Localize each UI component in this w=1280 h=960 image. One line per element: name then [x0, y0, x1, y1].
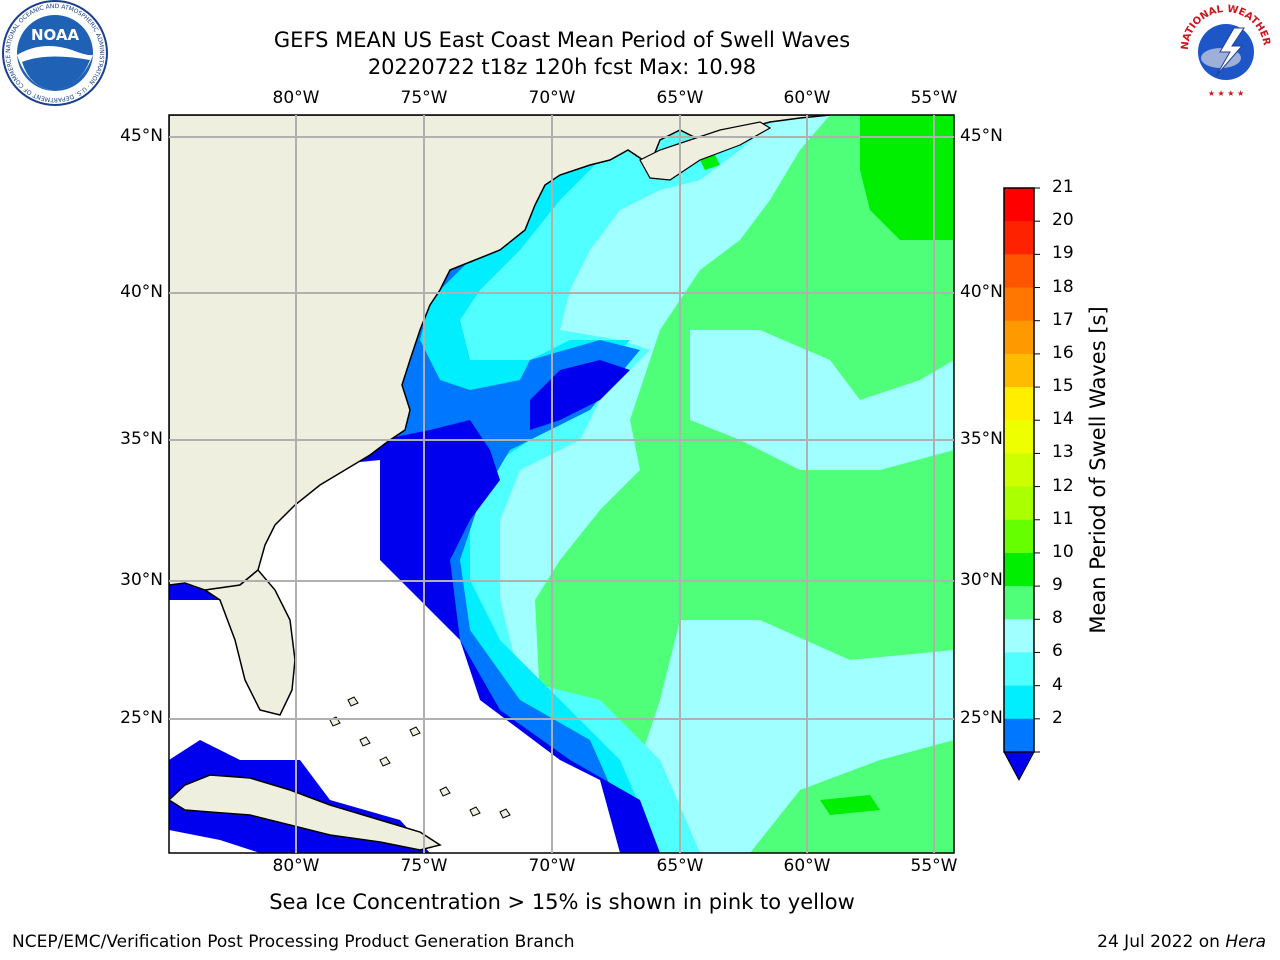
lat-tick-right: 40°N	[960, 282, 1003, 302]
land-cuba	[169, 774, 442, 851]
colorbar-label: 20	[1052, 210, 1074, 231]
colorbar-label: 18	[1052, 276, 1074, 297]
lon-tick-bottom: 60°W	[783, 856, 831, 876]
lon-tick-bottom: 75°W	[400, 856, 448, 876]
colorbar-extend-triangle	[1003, 751, 1035, 782]
no-data-cuba-south	[169, 830, 260, 853]
colorbar-label: 10	[1052, 541, 1074, 562]
colorbar-label: 4	[1052, 674, 1063, 695]
lat-tick-right: 45°N	[960, 126, 1003, 146]
colorbar-segment	[1004, 586, 1034, 620]
lon-tick-top: 70°W	[528, 88, 576, 108]
noaa-logo-text: NOAA	[31, 26, 80, 44]
colorbar-segment	[1004, 652, 1034, 687]
colorbar-segment	[1004, 254, 1034, 289]
colorbar-segment	[1004, 420, 1034, 454]
lat-tick-left: 30°N	[120, 570, 163, 590]
colorbar-segment	[1004, 519, 1034, 554]
colorbar-label: 2	[1052, 707, 1063, 728]
no-data-shallow-bahamas	[169, 460, 620, 853]
land-florida	[202, 568, 296, 716]
lon-tick-top: 55°W	[910, 88, 958, 108]
colorbar-segment	[1004, 387, 1034, 421]
colorbar-label: 12	[1052, 475, 1074, 496]
colorbar-label: 17	[1052, 309, 1074, 330]
lat-tick-left: 40°N	[120, 282, 163, 302]
lat-tick-left: 25°N	[120, 708, 163, 728]
land-bahamas-island	[347, 696, 359, 707]
lon-tick-bottom: 80°W	[272, 856, 320, 876]
swell-patch-10-11s-ne	[860, 115, 954, 240]
colorbar-segment	[1004, 353, 1034, 388]
land-bahamas-island	[359, 736, 371, 747]
colorbar-label: 8	[1052, 608, 1063, 629]
colorbar-frame	[1003, 187, 1035, 753]
colorbar-label: 6	[1052, 641, 1063, 662]
colorbar-segment	[1004, 718, 1034, 753]
land-bahamas-island	[469, 806, 481, 817]
colorbar-segment	[1004, 453, 1034, 488]
colorbar-label: 9	[1052, 575, 1063, 596]
colorbar-label: 16	[1052, 342, 1074, 363]
chart-subtitle: 20220722 t18z 120h fcst Max: 10.98	[367, 55, 757, 79]
sea-ice-note: Sea Ice Concentration > 15% is shown in …	[269, 890, 855, 914]
lon-tick-top: 65°W	[656, 88, 704, 108]
chart-title: GEFS MEAN US East Coast Mean Period of S…	[273, 28, 851, 52]
swell-patch-8-9s-north	[690, 330, 954, 470]
land-bahamas-island	[409, 726, 421, 737]
colorbar-segment	[1004, 685, 1034, 720]
lat-tick-right: 35°N	[960, 429, 1003, 449]
colorbar-label: 15	[1052, 376, 1074, 397]
colorbar-segment	[1004, 552, 1034, 587]
map-area	[169, 115, 954, 853]
lon-tick-top: 60°W	[783, 88, 831, 108]
lon-tick-bottom: 55°W	[910, 856, 958, 876]
map-frame	[168, 114, 955, 854]
colorbar-segment	[1004, 188, 1034, 222]
swell-patch-8-9s-south	[640, 620, 954, 853]
colorbar-segment	[1004, 287, 1034, 322]
footer-date-text: 24 Jul 2022 on	[1097, 932, 1220, 952]
lat-tick-right: 30°N	[960, 570, 1003, 590]
land-bahamas-island	[439, 786, 451, 797]
footer-machine: Hera	[1225, 932, 1266, 952]
land-bahamas-island	[499, 808, 511, 819]
colorbar-segment	[1004, 221, 1034, 255]
nws-logo: NATIONAL WEATHER SERVICE ★ ★ ★ ★	[1176, 0, 1274, 98]
colorbar-segment	[1004, 320, 1034, 355]
lon-tick-top: 80°W	[272, 88, 320, 108]
lon-tick-bottom: 70°W	[528, 856, 576, 876]
colorbar-label: 19	[1052, 243, 1074, 264]
lat-tick-left: 35°N	[120, 429, 163, 449]
colorbar-segment	[1004, 486, 1034, 521]
lon-tick-bottom: 65°W	[656, 856, 704, 876]
swell-patch-10-11s-se	[820, 795, 880, 815]
lon-tick-top: 75°W	[400, 88, 448, 108]
colorbar-segment	[1004, 619, 1034, 653]
footer-date: 24 Jul 2022 on Hera	[1097, 932, 1266, 952]
colorbar-label: 13	[1052, 442, 1074, 463]
swell-patch-under-2s-gulfstream	[530, 360, 630, 430]
footer-credit: NCEP/EMC/Verification Post Processing Pr…	[12, 932, 575, 952]
lat-tick-right: 25°N	[960, 708, 1003, 728]
land-bahamas-island	[379, 756, 391, 767]
colorbar-title: Mean Period of Swell Waves [s]	[1086, 306, 1110, 634]
lat-tick-left: 45°N	[120, 126, 163, 146]
colorbar-label: 21	[1052, 177, 1074, 197]
svg-text:★ ★ ★ ★: ★ ★ ★ ★	[1208, 89, 1244, 98]
colorbar-label: 14	[1052, 409, 1074, 430]
noaa-logo: NATIONAL OCEANIC AND ATMOSPHERIC ADMINIS…	[2, 0, 108, 106]
colorbar-label: 11	[1052, 508, 1074, 529]
